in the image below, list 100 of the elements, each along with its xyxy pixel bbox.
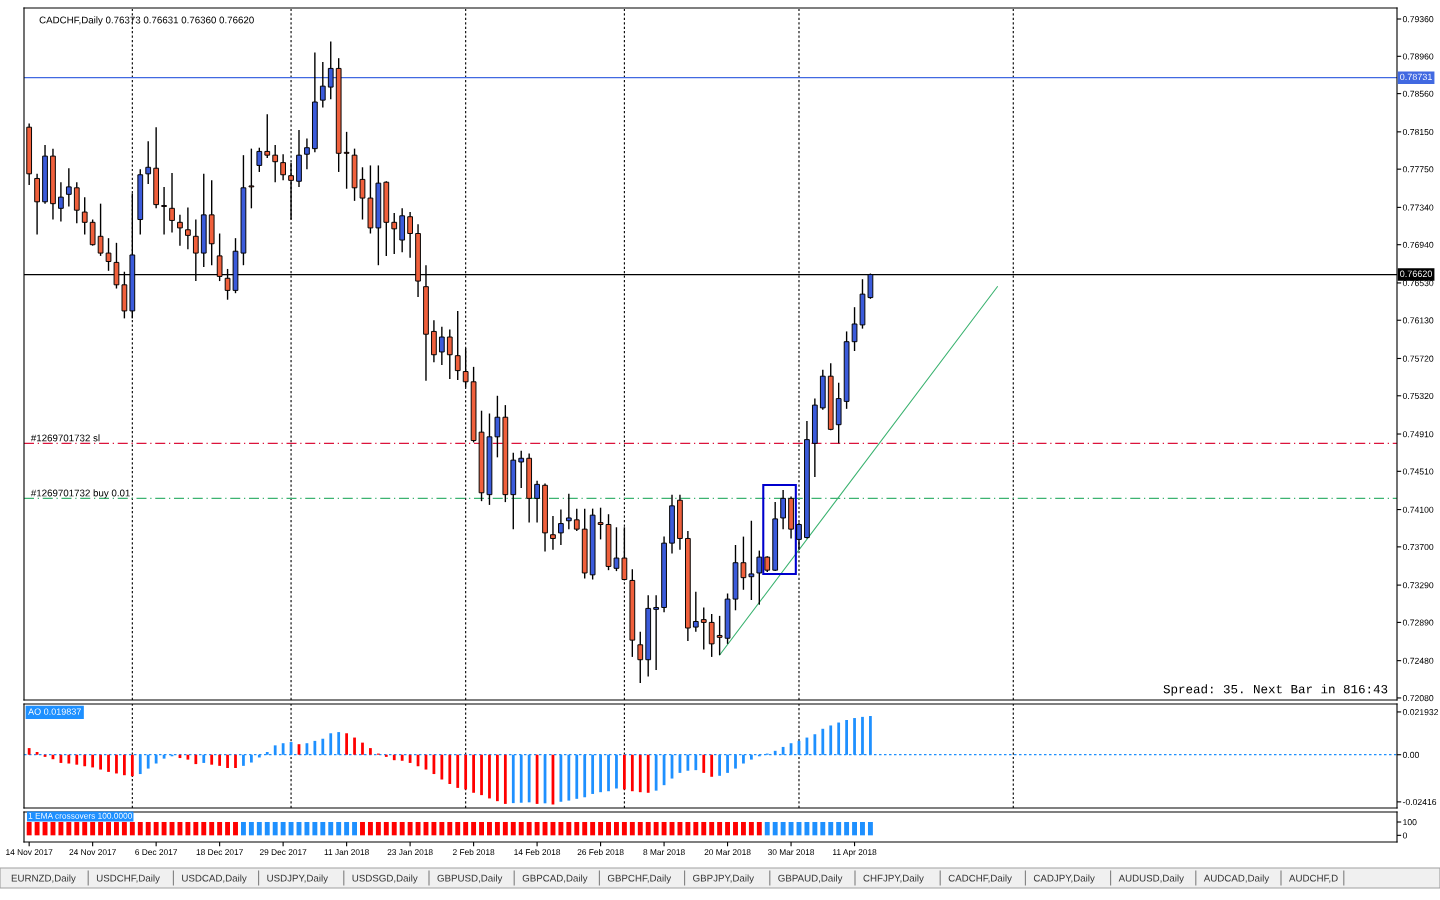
candlestick bbox=[58, 181, 64, 223]
ref-line-label: 0.76620 bbox=[1400, 270, 1433, 277]
ref-line-label: #1269701732 buy 0.01 bbox=[30, 489, 130, 499]
bar bbox=[488, 754, 491, 799]
candlestick bbox=[327, 40, 334, 100]
candlestick bbox=[280, 153, 286, 182]
bar bbox=[75, 754, 79, 765]
y-tick-label: 0.76530 bbox=[1402, 280, 1434, 287]
bar bbox=[702, 754, 706, 773]
candlestick bbox=[692, 590, 699, 633]
bar bbox=[503, 754, 507, 804]
bar bbox=[392, 754, 396, 761]
bar bbox=[630, 754, 634, 792]
text: CADJPY,Daily bbox=[1033, 874, 1095, 884]
y-tick-label: 0.021932 bbox=[1402, 709, 1439, 716]
y-tick-label: 0.78150 bbox=[1402, 128, 1434, 136]
candlestick bbox=[431, 319, 437, 363]
bar bbox=[361, 742, 364, 755]
candlestick bbox=[550, 515, 556, 551]
candlestick bbox=[708, 613, 715, 658]
x-tick-label: 18 Dec 2017 bbox=[196, 849, 243, 856]
chart-title: 1 EMA crossovers 100.0000 bbox=[28, 812, 133, 819]
candlestick bbox=[272, 144, 279, 183]
bar bbox=[456, 754, 460, 788]
candlestick bbox=[185, 206, 191, 251]
text: USDCAD,Daily bbox=[182, 874, 247, 884]
candlestick bbox=[248, 147, 255, 210]
candlestick bbox=[161, 186, 167, 236]
x-tick-label: 30 Mar 2018 bbox=[767, 849, 815, 856]
bar bbox=[480, 754, 483, 796]
candlestick bbox=[256, 147, 263, 173]
x-tick-label: 14 Feb 2018 bbox=[514, 848, 561, 856]
bar bbox=[99, 754, 102, 770]
x-tick-label: 6 Dec 2017 bbox=[135, 849, 178, 856]
annotation: Spread: 35. Next Bar in 816:43 bbox=[1163, 684, 1388, 696]
bar bbox=[345, 733, 348, 755]
text: USDJPY,Daily bbox=[267, 874, 328, 884]
candlestick bbox=[65, 167, 72, 208]
y-tick-label: -0.02416 bbox=[1402, 798, 1437, 806]
text: GBPUSD,Daily bbox=[437, 874, 503, 884]
candlestick bbox=[343, 131, 350, 190]
y-tick-label: 0.74510 bbox=[1402, 468, 1434, 475]
y-tick-label: 0.77750 bbox=[1402, 166, 1434, 173]
candlestick bbox=[145, 140, 152, 185]
candlestick bbox=[438, 326, 445, 366]
bar bbox=[496, 754, 499, 802]
candlestick bbox=[518, 450, 525, 489]
text: GBPCAD,Daily bbox=[522, 874, 588, 884]
x-tick-label: 29 Dec 2017 bbox=[259, 849, 307, 856]
y-tick-label: 0.76940 bbox=[1402, 241, 1434, 248]
y-tick-label: 0.73700 bbox=[1402, 543, 1434, 551]
y-tick-label: 0.00 bbox=[1402, 751, 1419, 758]
text: AUDCAD,Daily bbox=[1203, 874, 1270, 884]
bar bbox=[115, 754, 118, 774]
candlestick bbox=[177, 214, 183, 247]
y-tick-label: 0.75720 bbox=[1402, 355, 1434, 362]
x-tick-label: 26 Feb 2018 bbox=[577, 848, 624, 856]
x-tick-label: 11 Apr 2018 bbox=[833, 849, 877, 857]
bar bbox=[91, 754, 95, 768]
candlestick bbox=[454, 310, 461, 381]
bar bbox=[369, 748, 372, 755]
text: EURNZD,Daily bbox=[11, 874, 76, 884]
bar bbox=[107, 754, 110, 772]
candlestick bbox=[748, 520, 755, 601]
candlestick bbox=[534, 479, 540, 524]
bar bbox=[226, 754, 229, 768]
candlestick bbox=[637, 631, 644, 684]
candlestick bbox=[446, 328, 453, 380]
bar bbox=[218, 754, 222, 766]
y-tick-label: 0 bbox=[1402, 832, 1408, 839]
y-tick-label: 0.75320 bbox=[1402, 392, 1434, 399]
bar bbox=[448, 754, 452, 784]
y-tick-label: 0.78560 bbox=[1402, 90, 1434, 97]
y-tick-label: 0.72480 bbox=[1402, 657, 1434, 664]
candlestick bbox=[391, 212, 398, 255]
text: GBPAUD,Daily bbox=[778, 874, 843, 884]
text: CHFJPY,Daily bbox=[863, 874, 924, 884]
candlestick bbox=[407, 211, 413, 259]
y-tick-label: 100 bbox=[1403, 819, 1417, 826]
text: AUDCHF,D bbox=[1289, 874, 1338, 883]
y-tick-label: 0.74910 bbox=[1402, 431, 1434, 438]
candlestick bbox=[565, 493, 572, 530]
ref-line-label: #1269701732 sl bbox=[30, 434, 100, 442]
bar bbox=[384, 754, 388, 757]
text: GBPCHF,Daily bbox=[607, 874, 672, 884]
candlestick bbox=[716, 615, 723, 656]
candlestick bbox=[700, 606, 707, 651]
bar bbox=[234, 754, 237, 768]
x-tick-label: 23 Jan 2018 bbox=[387, 849, 433, 856]
bar bbox=[710, 754, 714, 777]
text: CADCHF,Daily bbox=[948, 874, 1012, 884]
text: USDCHF,Daily bbox=[96, 874, 160, 884]
bar bbox=[194, 754, 198, 765]
bar bbox=[67, 754, 71, 764]
candlestick bbox=[81, 196, 88, 236]
bar bbox=[440, 754, 444, 780]
candlestick bbox=[558, 508, 564, 546]
x-tick-label: 24 Nov 2017 bbox=[69, 849, 116, 856]
bar bbox=[646, 754, 650, 793]
text: GBPJPY,Daily bbox=[693, 874, 754, 884]
